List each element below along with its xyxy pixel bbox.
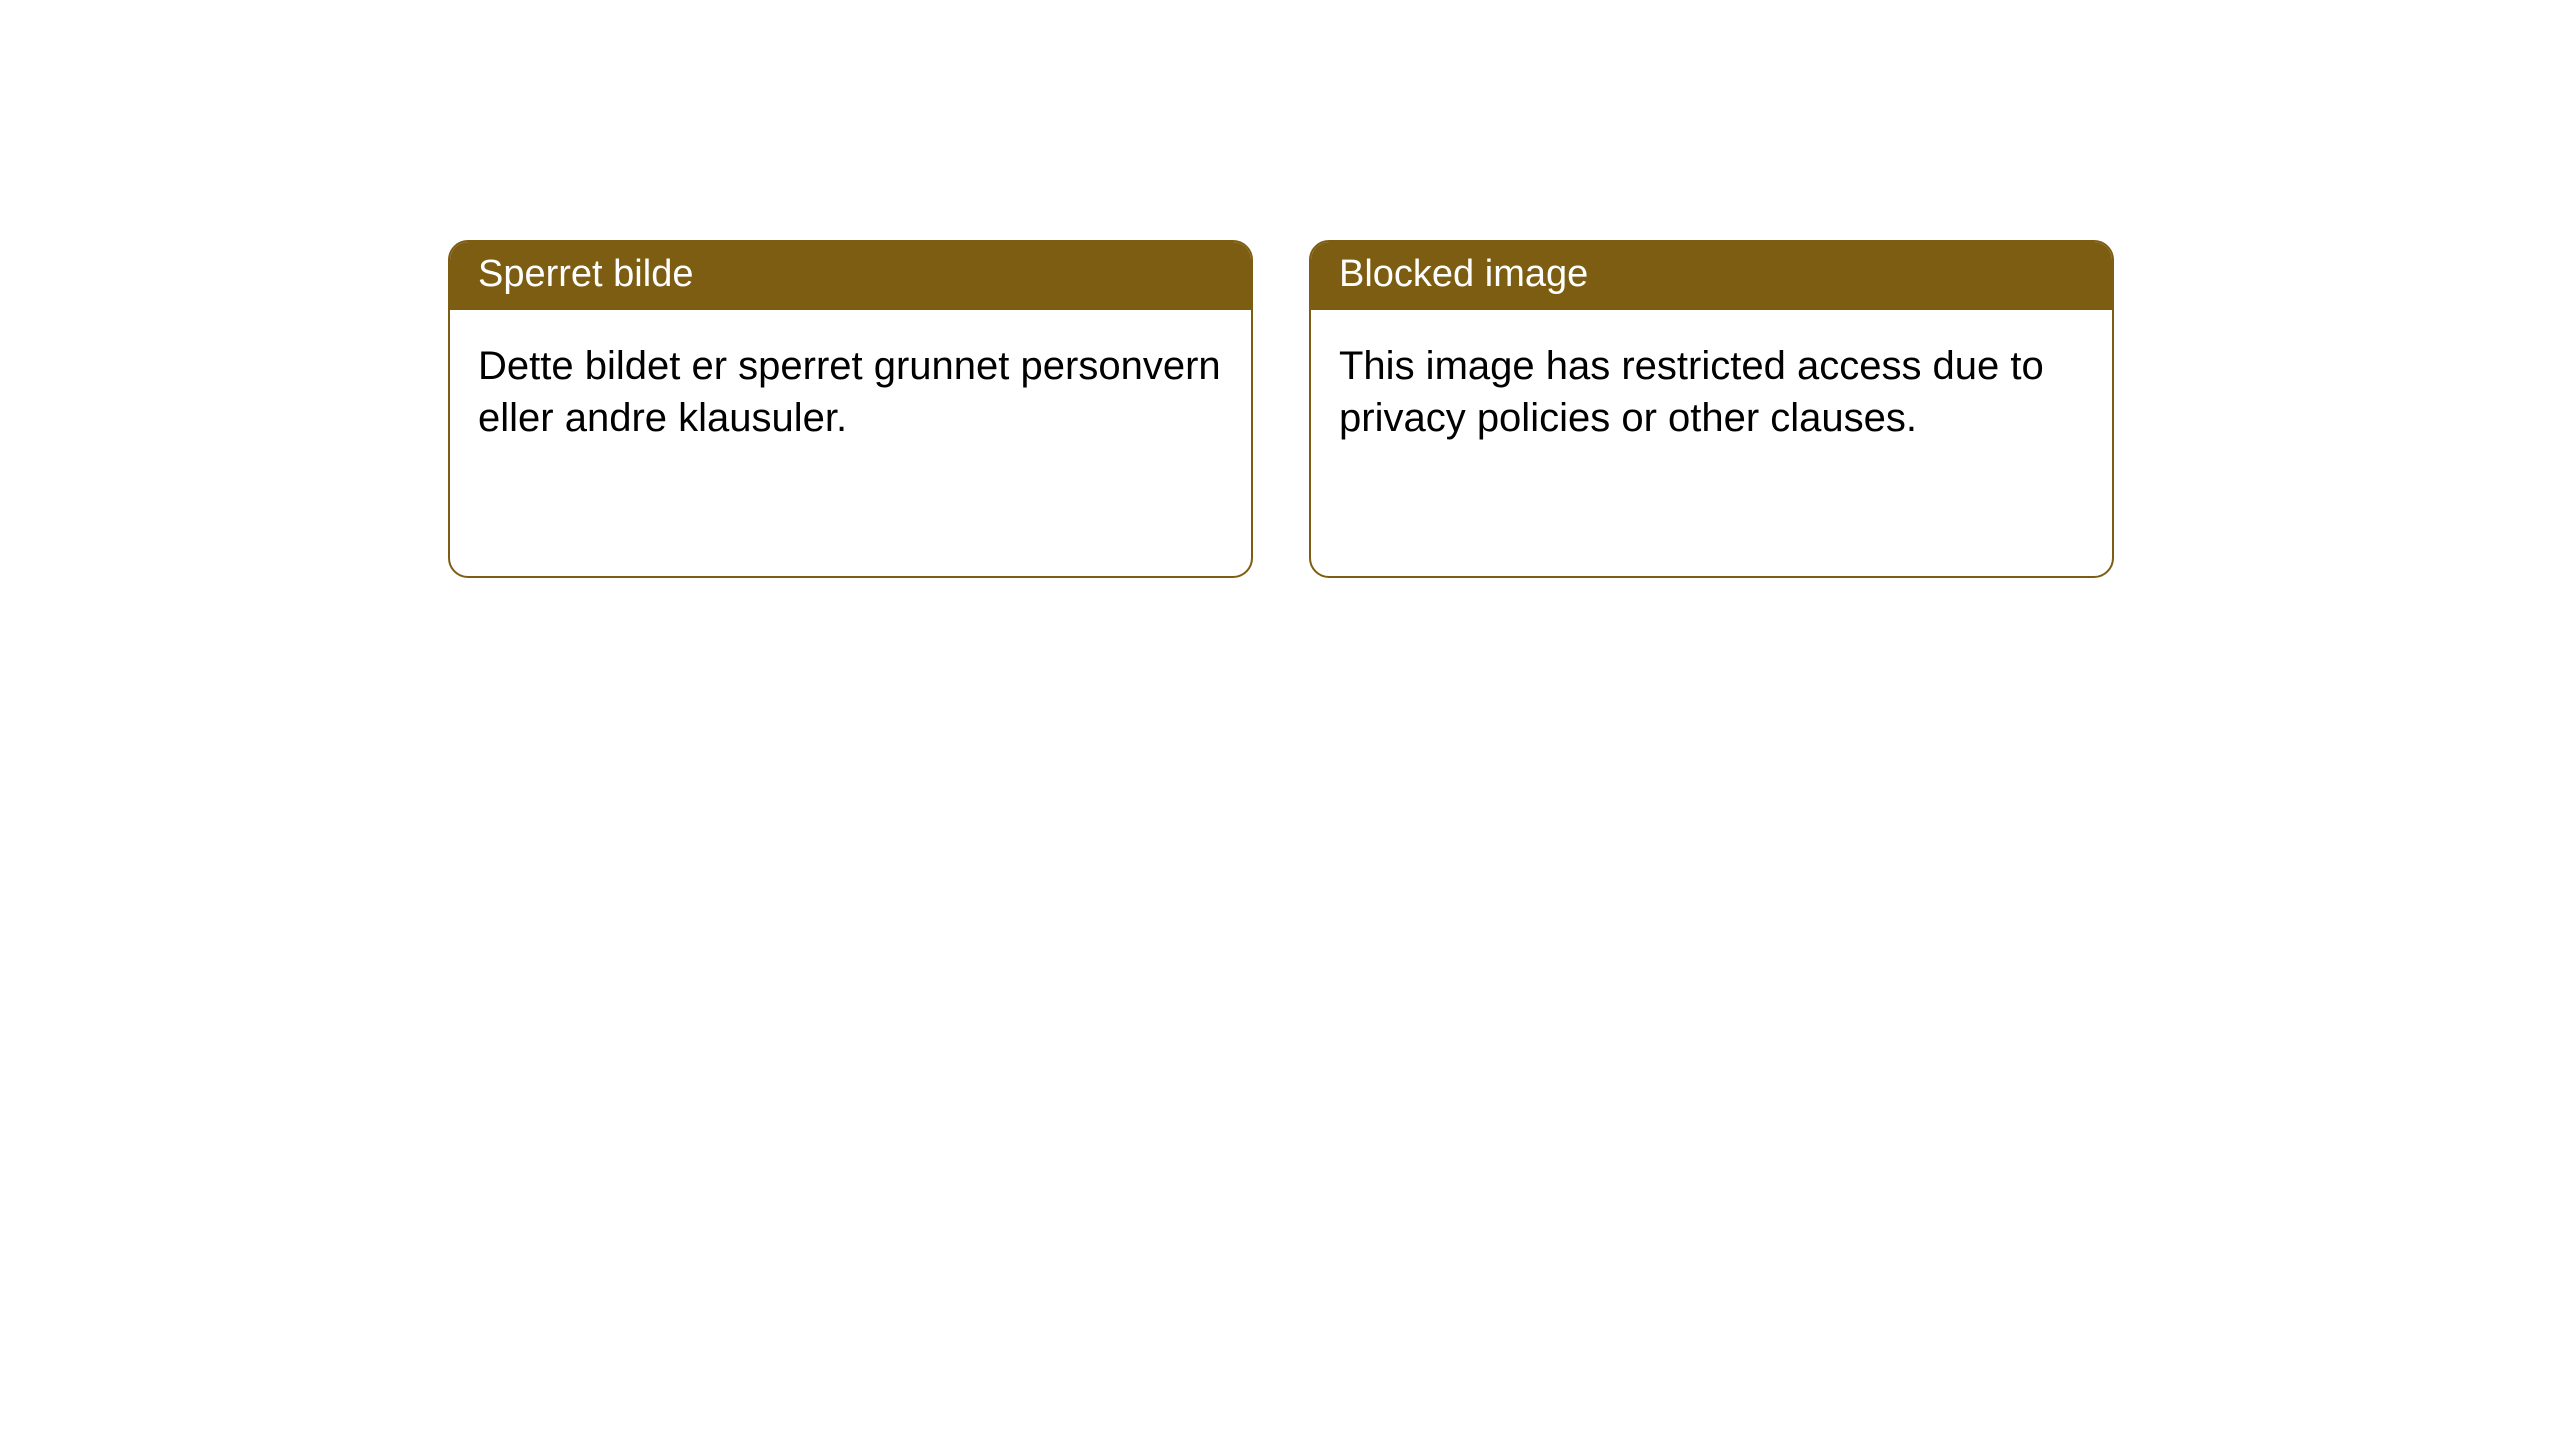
notice-title-english: Blocked image: [1311, 242, 2112, 310]
notice-body-english: This image has restricted access due to …: [1311, 310, 2112, 474]
notice-card-english: Blocked image This image has restricted …: [1309, 240, 2114, 578]
notice-card-norwegian: Sperret bilde Dette bildet er sperret gr…: [448, 240, 1253, 578]
notice-body-norwegian: Dette bildet er sperret grunnet personve…: [450, 310, 1251, 474]
notice-cards-container: Sperret bilde Dette bildet er sperret gr…: [0, 0, 2560, 578]
notice-title-norwegian: Sperret bilde: [450, 242, 1251, 310]
